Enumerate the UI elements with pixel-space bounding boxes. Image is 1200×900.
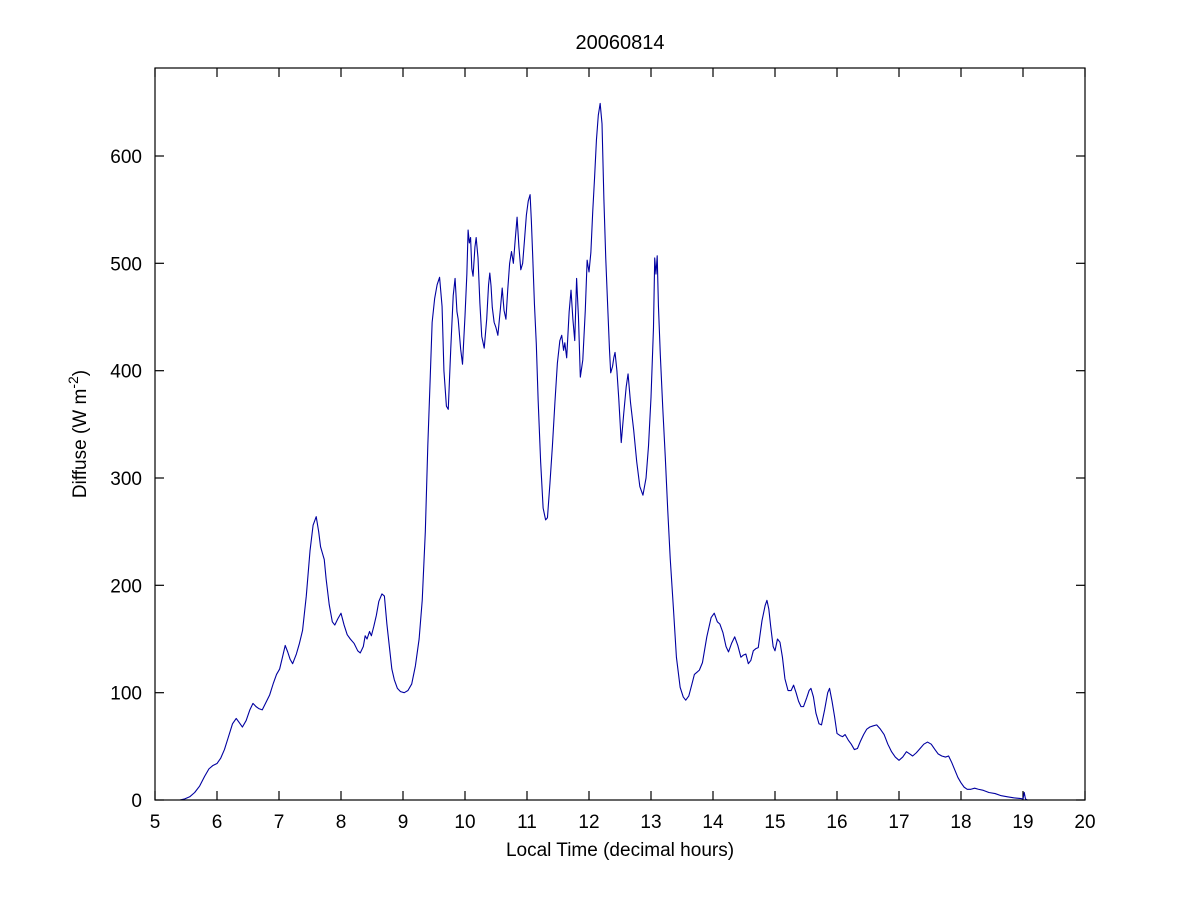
y-tick-label: 500 xyxy=(110,254,142,275)
x-tick-label: 6 xyxy=(212,812,223,833)
x-tick-label: 12 xyxy=(578,812,599,833)
x-tick-label: 15 xyxy=(764,812,785,833)
axes-box xyxy=(154,67,1086,801)
y-axis-label-close: ) xyxy=(70,370,91,376)
x-tick-label: 10 xyxy=(454,812,475,833)
y-axis-label-main: Diffuse (W m xyxy=(70,389,91,498)
x-tick-label: 9 xyxy=(398,812,409,833)
chart-title: 20060814 xyxy=(576,32,665,54)
x-axis-ticks xyxy=(154,68,1086,800)
y-axis-label-exponent: -2 xyxy=(65,376,81,389)
x-tick-label: 11 xyxy=(517,812,537,833)
y-axis-tick-labels: 0 100 200 300 400 500 600 xyxy=(110,147,142,812)
x-axis-label: Local Time (decimal hours) xyxy=(506,840,734,861)
x-tick-label: 5 xyxy=(150,812,161,833)
plot-area xyxy=(155,68,1085,800)
y-tick-label: 300 xyxy=(110,469,142,490)
y-tick-label: 200 xyxy=(110,576,142,597)
y-tick-label: 600 xyxy=(110,147,142,168)
x-tick-label: 8 xyxy=(336,812,347,833)
y-tick-label: 100 xyxy=(110,684,142,705)
x-axis-tick-labels: 5 6 7 8 9 10 11 12 13 14 15 16 17 18 19 20 xyxy=(150,812,1096,833)
y-tick-label: 400 xyxy=(110,362,142,383)
x-tick-label: 14 xyxy=(702,812,724,833)
x-tick-label: 19 xyxy=(1012,812,1033,833)
x-tick-label: 17 xyxy=(888,812,909,833)
x-tick-label: 18 xyxy=(950,812,971,833)
y-axis-label: Diffuse (W m-2) xyxy=(65,370,91,498)
y-tick-label: 0 xyxy=(131,791,142,812)
x-tick-label: 13 xyxy=(640,812,661,833)
x-tick-label: 7 xyxy=(274,812,285,833)
x-tick-label: 20 xyxy=(1074,812,1095,833)
diffuse-series-line xyxy=(179,102,1028,801)
x-tick-label: 16 xyxy=(826,812,847,833)
